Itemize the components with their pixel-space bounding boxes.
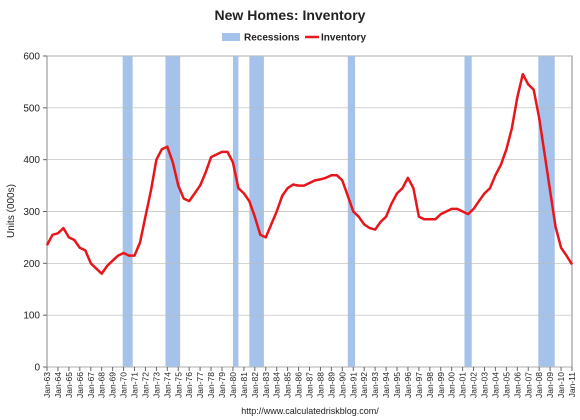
x-tick-label: Jan-75: [173, 372, 183, 398]
x-tick-label: Jan-08: [534, 372, 544, 398]
x-tick-label: Jan-68: [97, 372, 107, 398]
x-tick-label: Jan-66: [75, 372, 85, 398]
x-tick-label: Jan-63: [42, 372, 52, 398]
legend-label: Recessions: [244, 33, 300, 44]
y-tick-label: 300: [23, 207, 40, 218]
x-tick-label: Jan-86: [294, 372, 304, 398]
x-tick-label: Jan-89: [326, 372, 336, 398]
x-tick-label: Jan-91: [348, 372, 358, 398]
x-tick-label: Jan-67: [86, 372, 96, 398]
y-tick-label: 100: [23, 311, 40, 322]
x-tick-label: Jan-98: [425, 372, 435, 398]
legend-swatch: [222, 33, 240, 41]
x-tick-label: Jan-85: [283, 372, 293, 398]
x-tick-label: Jan-06: [512, 372, 522, 398]
x-tick-label: Jan-71: [130, 372, 140, 398]
x-tick-label: Jan-00: [447, 372, 457, 398]
x-tick-label: Jan-81: [239, 372, 249, 398]
y-tick-label: 200: [23, 259, 40, 270]
x-tick-label: Jan-97: [414, 372, 424, 398]
x-tick-label: Jan-77: [195, 372, 205, 398]
x-tick-label: Jan-76: [184, 372, 194, 398]
y-tick-label: 600: [23, 52, 40, 63]
x-tick-label: Jan-05: [501, 372, 511, 398]
x-tick-label: Jan-94: [381, 372, 391, 398]
y-tick-label: 0: [34, 363, 40, 374]
x-tick-label: Jan-64: [53, 372, 63, 398]
x-tick-label: Jan-99: [436, 372, 446, 398]
x-tick-label: Jan-69: [108, 372, 118, 398]
x-tick-label: Jan-82: [250, 372, 260, 398]
x-tick-label: Jan-80: [228, 372, 238, 398]
x-tick-label: Jan-73: [151, 372, 161, 398]
x-tick-label: Jan-83: [261, 372, 271, 398]
x-tick-label: Jan-02: [469, 372, 479, 398]
x-tick-label: Jan-88: [315, 372, 325, 398]
y-tick-label: 400: [23, 155, 40, 166]
y-tick-label: 500: [23, 103, 40, 114]
x-tick-label: Jan-84: [272, 372, 282, 398]
chart-title: New Homes: Inventory: [215, 7, 366, 23]
x-tick-label: Jan-04: [490, 372, 500, 398]
x-tick-label: Jan-90: [337, 372, 347, 398]
x-tick-label: Jan-78: [206, 372, 216, 398]
x-tick-label: Jan-65: [64, 372, 74, 398]
y-axis-label: Units (000s): [6, 184, 17, 238]
legend-label: Inventory: [321, 33, 366, 44]
x-tick-label: Jan-01: [458, 372, 468, 398]
x-tick-label: Jan-96: [403, 372, 413, 398]
source-note: http://www.calculatedriskblog.com/: [241, 406, 379, 416]
series-line: [45, 72, 574, 275]
x-tick-label: Jan-70: [119, 372, 129, 398]
x-tick-label: Jan-93: [370, 372, 380, 398]
x-tick-label: Jan-10: [556, 372, 566, 398]
x-tick-label: Jan-74: [162, 372, 172, 398]
x-tick-label: Jan-03: [480, 372, 490, 398]
x-tick-label: Jan-07: [523, 372, 533, 398]
x-tick-label: Jan-95: [392, 372, 402, 398]
x-tick-label: Jan-92: [359, 372, 369, 398]
x-tick-label: Jan-79: [217, 372, 227, 398]
x-tick-label: Jan-11: [567, 372, 577, 398]
x-tick-label: Jan-87: [305, 372, 315, 398]
x-tick-label: Jan-09: [545, 372, 555, 398]
x-tick-label: Jan-72: [140, 372, 150, 398]
